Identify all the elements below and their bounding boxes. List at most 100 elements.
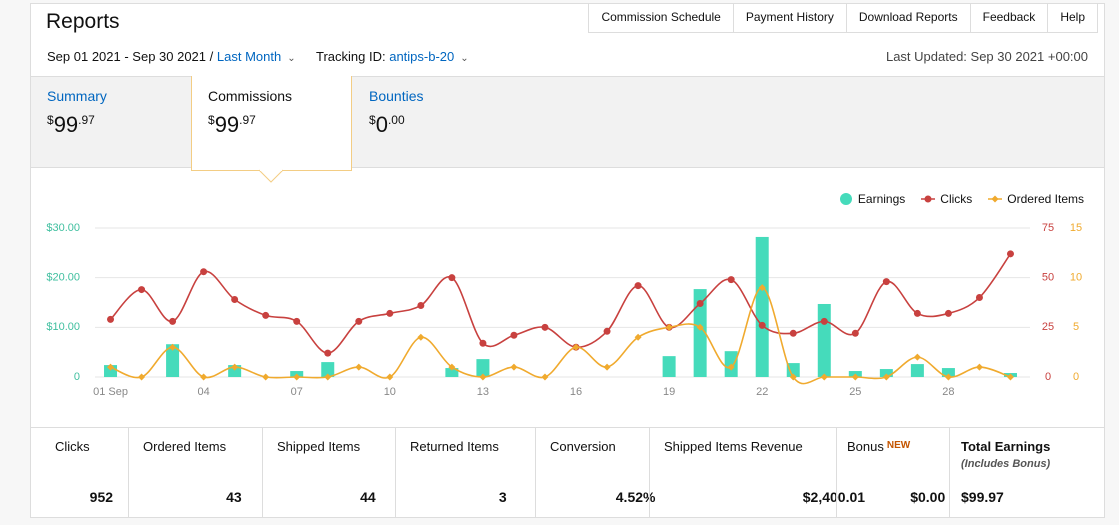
nav-button[interactable]: Feedback <box>969 3 1048 32</box>
point <box>510 363 518 371</box>
point <box>200 268 208 276</box>
nav-button[interactable]: Payment History <box>732 3 846 32</box>
y2-tick-label: 0 <box>1045 371 1051 383</box>
point <box>975 294 983 302</box>
point <box>355 363 363 371</box>
y-tick-label: 0 <box>74 371 80 383</box>
nav-button[interactable]: Help <box>1047 3 1097 32</box>
fraction: .97 <box>239 113 256 127</box>
legend-item[interactable]: Earnings <box>839 192 905 206</box>
point <box>913 353 921 361</box>
point <box>324 349 332 357</box>
y3-tick-label: 10 <box>1070 272 1082 284</box>
legend-swatch <box>839 193 852 205</box>
point <box>696 299 704 307</box>
currency: $ <box>369 113 376 127</box>
x-tick-label: 04 <box>197 386 209 398</box>
bar <box>910 364 924 377</box>
tab[interactable]: Bounties $0.00 <box>369 88 423 138</box>
bar <box>755 236 769 377</box>
point <box>386 373 394 381</box>
legend-marker <box>839 193 852 205</box>
x-tick-label: 28 <box>942 386 954 398</box>
legend-item[interactable]: Clicks <box>921 192 972 206</box>
point <box>851 373 859 381</box>
point <box>107 315 115 323</box>
bar <box>476 359 490 377</box>
x-tick-label: 22 <box>756 386 768 398</box>
selected-tab <box>191 76 352 171</box>
point <box>138 286 146 294</box>
point <box>851 329 859 337</box>
period[interactable]: Last Month <box>216 49 282 64</box>
point <box>634 282 642 290</box>
bar <box>166 344 180 377</box>
point <box>758 321 766 329</box>
point <box>1006 373 1014 381</box>
nav-button[interactable]: Commission Schedule <box>601 10 721 24</box>
separator: / <box>209 49 214 64</box>
nav-button[interactable]: Download Reports <box>845 3 970 32</box>
y-tick-label: $20.00 <box>46 272 80 284</box>
whole: 99 <box>214 112 240 137</box>
tab-amount: $99.97 <box>208 112 256 137</box>
point <box>138 373 146 381</box>
date-range: Sep 01 2021 - Sep 30 2021 <box>47 49 207 64</box>
point <box>448 363 456 371</box>
tab-label: Commissions <box>208 88 293 104</box>
bar <box>879 369 893 377</box>
stat-value: 43 <box>226 489 242 505</box>
point <box>479 373 487 381</box>
point <box>293 373 301 381</box>
stat: Shipped Items 44 <box>262 428 395 518</box>
point <box>727 276 735 284</box>
point <box>231 296 239 304</box>
point <box>820 373 828 381</box>
point <box>169 343 177 351</box>
point <box>727 363 735 371</box>
nav: Commission Schedule Payment History Down… <box>588 3 1098 33</box>
point <box>665 323 673 331</box>
stat: Total Earnings (Includes Bonus) $99.97 <box>949 428 1104 518</box>
stat: Conversion 4.52% <box>535 428 655 518</box>
point <box>479 339 487 347</box>
point <box>1006 250 1014 258</box>
legend-label: Earnings <box>857 192 906 206</box>
stat-label: Shipped Items Revenue <box>664 439 803 454</box>
x-tick-label: 10 <box>384 386 396 398</box>
bar <box>817 303 831 377</box>
tab-label: Summary <box>47 88 107 104</box>
point <box>510 331 518 339</box>
tracking-filter[interactable]: Tracking ID: antips-b-20 ⌄ <box>316 49 469 64</box>
stat: Bonus NEW $0.00 <box>836 428 949 518</box>
point <box>293 317 301 325</box>
bar <box>786 363 800 377</box>
currency: $ <box>208 113 215 127</box>
fraction: .00 <box>387 113 405 127</box>
bar <box>941 368 955 377</box>
point <box>944 309 952 317</box>
tracking-id[interactable]: antips-b-20 <box>389 49 455 64</box>
date-filter[interactable]: Sep 01 2021 - Sep 30 2021 / Last Month ⌄ <box>47 49 296 64</box>
stat-value: $2,400.01 <box>802 489 866 505</box>
stat-value: $0.00 <box>910 489 946 505</box>
tracking-label: Tracking ID: <box>316 49 386 64</box>
tab[interactable]: Commissions $99.97 <box>208 88 292 138</box>
bar <box>228 365 242 377</box>
point <box>882 278 890 286</box>
stat-value: 44 <box>360 489 376 505</box>
legend-label: Clicks <box>940 192 973 206</box>
stat-value: 4.52% <box>615 489 656 505</box>
chart: 0 $10.00 $20.00 $30.00 0 25 50 75 0 5 10 15 01 Sep 04… <box>46 222 1082 398</box>
legend-item[interactable]: Ordered Items <box>988 192 1084 206</box>
legend-label: Ordered Items <box>1007 192 1084 206</box>
point <box>572 343 580 351</box>
point <box>448 274 456 282</box>
stat-label: Conversion <box>550 439 616 454</box>
tab[interactable]: Summary $99.97 <box>47 88 107 138</box>
point <box>944 373 952 381</box>
point <box>324 373 332 381</box>
x-tick-label: 25 <box>849 386 861 398</box>
x-tick-label: 01 Sep <box>93 386 128 398</box>
legend: Earnings Clicks Ordered Items <box>839 192 1084 206</box>
